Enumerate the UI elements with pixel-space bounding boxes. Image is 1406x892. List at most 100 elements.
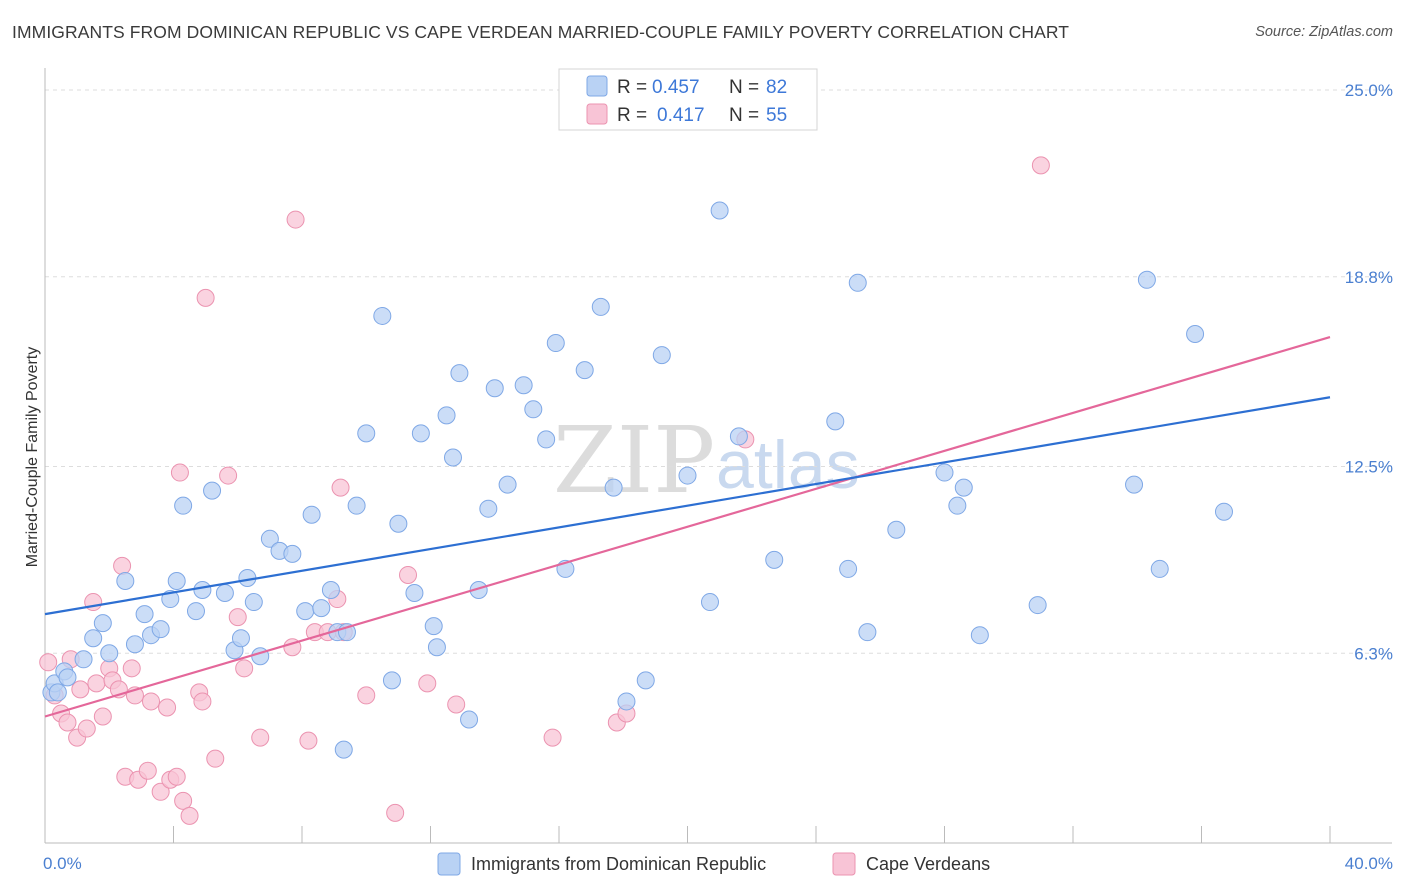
dominican-point-71 xyxy=(848,273,867,292)
cape-verdean-point-16 xyxy=(122,659,141,678)
axes xyxy=(44,68,1392,844)
dominican-point-46 xyxy=(443,448,462,467)
cape-verdean-point-48 xyxy=(447,695,466,714)
dominican-point-66 xyxy=(710,201,729,220)
cape-verdean-point-30 xyxy=(196,288,215,307)
cape-verdean-point-26 xyxy=(174,791,193,810)
dominican-point-11 xyxy=(135,605,154,624)
legend-r-value-2: 0.417 xyxy=(657,105,705,126)
dominican-point-10 xyxy=(125,635,144,654)
series-legend-swatch-pink xyxy=(832,852,856,876)
cape-verdean-point-47 xyxy=(418,674,437,693)
dominican-point-29 xyxy=(296,602,315,621)
dominican-point-32 xyxy=(321,581,340,600)
dominican-trend-line xyxy=(44,396,1331,616)
dominican-point-54 xyxy=(524,400,543,419)
dominican-point-70 xyxy=(839,559,858,578)
dominican-point-26 xyxy=(260,529,279,548)
dominican-point-38 xyxy=(373,306,392,325)
cape-verdean-point-10 xyxy=(93,707,112,726)
dominican-point-69 xyxy=(826,412,845,431)
y-axis-tick-labels: 6.3% 12.5% 18.8% 25.0% xyxy=(1345,81,1393,663)
cape-verdean-point-9 xyxy=(87,674,106,693)
dominican-point-30 xyxy=(302,505,321,524)
series-legend-label-cape-verdeans: Cape Verdeans xyxy=(866,854,990,874)
legend-n-label-2: N = xyxy=(729,105,759,126)
legend-r-label-1: R = xyxy=(617,77,647,98)
dominican-point-64 xyxy=(678,466,697,485)
dominican-point-22 xyxy=(231,629,250,648)
cape-verdean-point-7 xyxy=(77,719,96,738)
dominican-point-24 xyxy=(244,593,263,612)
dominican-point-6 xyxy=(84,629,103,648)
dominican-point-82 xyxy=(1186,325,1205,344)
legend-n-value-2: 55 xyxy=(766,105,787,126)
dominican-point-17 xyxy=(186,602,205,621)
dominican-point-7 xyxy=(93,614,112,633)
cape-verdean-point-37 xyxy=(286,210,305,229)
cape-verdean-point-46 xyxy=(399,565,418,584)
dominican-point-76 xyxy=(954,478,973,497)
y-tick-label-2: 18.8% xyxy=(1345,268,1393,287)
cape-verdean-point-3 xyxy=(58,713,77,732)
dominican-point-16 xyxy=(174,496,193,515)
cape-verdean-point-31 xyxy=(206,749,225,768)
dominican-point-13 xyxy=(151,620,170,639)
dominican-point-43 xyxy=(424,617,443,636)
dominican-point-4 xyxy=(58,668,77,687)
dominican-point-42 xyxy=(411,424,430,443)
series-legend: Immigrants from Dominican Republic Cape … xyxy=(437,852,990,876)
gridlines xyxy=(45,89,1392,654)
dominican-point-31 xyxy=(312,599,331,618)
cape-verdean-point-38 xyxy=(299,731,318,750)
x-tick-label-1: 40.0% xyxy=(1345,854,1393,873)
dominican-point-39 xyxy=(382,671,401,690)
dominican-point-41 xyxy=(405,584,424,603)
dominican-point-59 xyxy=(591,297,610,316)
cape-verdean-point-42 xyxy=(331,478,350,497)
dominican-point-83 xyxy=(1214,502,1233,521)
dominican-point-20 xyxy=(215,584,234,603)
chart-title: IMMIGRANTS FROM DOMINICAN REPUBLIC VS CA… xyxy=(12,22,1070,42)
dominican-point-44 xyxy=(427,638,446,657)
legend-swatch-blue xyxy=(586,75,608,97)
dominican-point-80 xyxy=(1137,270,1156,289)
cape-verdean-point-53 xyxy=(1031,156,1050,175)
cape-verdean-point-21 xyxy=(151,782,170,801)
y-tick-label-3: 25.0% xyxy=(1345,81,1393,100)
dominican-point-79 xyxy=(1125,475,1144,494)
cape-verdean-point-20 xyxy=(142,692,161,711)
cape-verdean-point-6 xyxy=(71,680,90,699)
dominican-point-81 xyxy=(1150,559,1169,578)
dominican-point-52 xyxy=(498,475,517,494)
trend-lines xyxy=(44,335,1331,718)
x-tick-label-0: 0.0% xyxy=(43,854,82,873)
cape-verdean-point-45 xyxy=(386,803,405,822)
cape-verdean-point-19 xyxy=(138,761,157,780)
cape-verdean-point-14 xyxy=(113,556,132,575)
dominican-point-19 xyxy=(203,481,222,500)
cape-verdean-point-33 xyxy=(228,608,247,627)
dominican-point-62 xyxy=(636,671,655,690)
legend-n-value-1: 82 xyxy=(766,77,787,98)
dominican-point-65 xyxy=(700,593,719,612)
cape-verdean-point-32 xyxy=(219,466,238,485)
x-axis-tick-labels: 0.0% 40.0% xyxy=(43,854,1393,873)
y-axis-title: Married-Couple Family Poverty xyxy=(24,347,41,568)
cape-verdeans-points xyxy=(39,156,1050,825)
dominican-point-2 xyxy=(48,683,67,702)
dominican-point-9 xyxy=(116,571,135,590)
dominican-point-8 xyxy=(100,644,119,663)
dominican-point-48 xyxy=(460,710,479,729)
dominican-point-14 xyxy=(161,590,180,609)
dominican-point-45 xyxy=(437,406,456,425)
dominican-point-15 xyxy=(167,571,186,590)
dominican-point-60 xyxy=(604,478,623,497)
dominican-point-51 xyxy=(485,379,504,398)
cape-verdean-point-34 xyxy=(235,659,254,678)
source-credit: Source: ZipAtlas.com xyxy=(1255,24,1393,40)
zipatlas-watermark: ZIP atlas xyxy=(553,407,860,514)
dominican-point-18 xyxy=(193,581,212,600)
y-tick-label-1: 12.5% xyxy=(1345,458,1393,477)
cape-verdean-point-24 xyxy=(167,767,186,786)
